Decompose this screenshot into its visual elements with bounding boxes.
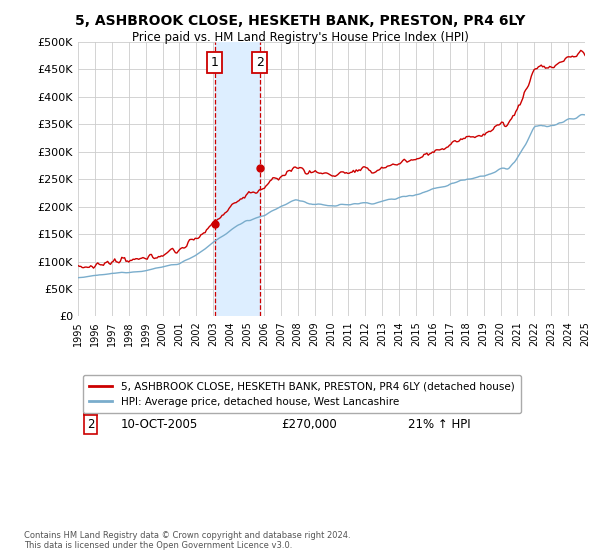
Text: 05-FEB-2003: 05-FEB-2003 [121,399,196,412]
Text: 1: 1 [211,56,218,69]
Text: Contains HM Land Registry data © Crown copyright and database right 2024.
This d: Contains HM Land Registry data © Crown c… [24,530,350,550]
Text: 10-OCT-2005: 10-OCT-2005 [121,418,199,431]
Text: 2: 2 [87,418,94,431]
Text: 5, ASHBROOK CLOSE, HESKETH BANK, PRESTON, PR4 6LY: 5, ASHBROOK CLOSE, HESKETH BANK, PRESTON… [75,14,525,28]
Text: 2: 2 [256,56,263,69]
Text: Price paid vs. HM Land Registry's House Price Index (HPI): Price paid vs. HM Land Registry's House … [131,31,469,44]
Bar [215,42,260,316]
Text: 21% ↑ HPI: 21% ↑ HPI [407,418,470,431]
Text: £270,000: £270,000 [281,418,337,431]
Legend: 5, ASHBROOK CLOSE, HESKETH BANK, PRESTON, PR4 6LY (detached house), HPI: Average: 5, ASHBROOK CLOSE, HESKETH BANK, PRESTON… [83,375,521,413]
Text: £168,950: £168,950 [281,399,337,412]
Text: 9% ↑ HPI: 9% ↑ HPI [407,399,463,412]
Text: 1: 1 [87,399,94,412]
